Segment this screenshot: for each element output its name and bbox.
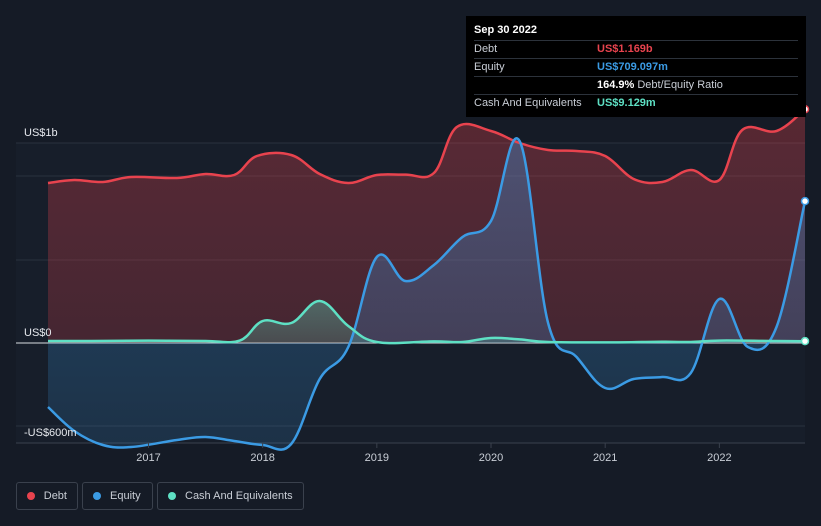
data-tooltip: Sep 30 2022 Debt US$1.169b Equity US$709…: [466, 16, 806, 117]
y-tick-label: US$1b: [24, 127, 58, 139]
tooltip-equity-value: US$709.097m: [597, 61, 668, 73]
y-tick-label: -US$600m: [24, 427, 77, 439]
tooltip-debt-value: US$1.169b: [597, 43, 653, 55]
legend-label-cash: Cash And Equivalents: [185, 490, 293, 502]
line-cash-and-equivalents: [47, 299, 806, 345]
x-tick-label: 2019: [365, 452, 389, 464]
tooltip-debt-label: Debt: [474, 43, 498, 55]
legend-dot-debt-icon: [27, 492, 35, 500]
y-tick-label: US$0: [24, 327, 52, 339]
tooltip-equity-label: Equity: [474, 61, 505, 73]
tooltip-date: Sep 30 2022: [474, 24, 537, 36]
legend-dot-equity-icon: [93, 492, 101, 500]
tooltip-row-debt: Debt US$1.169b: [474, 40, 798, 58]
legend-label-debt: Debt: [43, 490, 67, 502]
tooltip-ratio-label: [474, 77, 597, 94]
x-tick-label: 2022: [707, 452, 731, 464]
tooltip-row-ratio: 164.9% Debt/Equity Ratio: [474, 76, 798, 94]
legend-item-cash[interactable]: Cash And Equivalents: [157, 482, 304, 510]
tooltip-ratio-suffix: Debt/Equity Ratio: [637, 79, 723, 91]
legend-dot-cash-icon: [168, 492, 176, 500]
end-marker-cash-and-equivalents: [800, 336, 810, 346]
legend-item-equity[interactable]: Equity: [82, 482, 153, 510]
end-marker-equity: [800, 196, 810, 206]
area-equity: [48, 138, 805, 450]
x-tick-label: 2021: [593, 452, 617, 464]
tooltip-cash-value: US$9.129m: [597, 97, 656, 109]
tooltip-row-equity: Equity US$709.097m: [474, 58, 798, 76]
legend-item-debt[interactable]: Debt: [16, 482, 78, 510]
area-debt: [48, 109, 805, 343]
chart-areas: [48, 109, 805, 450]
x-axis-labels: 2017 2018 2019 2020 2021 2022: [136, 443, 732, 464]
line-debt: [47, 108, 806, 185]
legend-label-equity: Equity: [110, 490, 141, 502]
line-equity: [47, 137, 807, 451]
y-axis-labels: US$1b US$0 -US$600m: [24, 127, 77, 439]
tooltip-cash-label: Cash And Equivalents: [474, 97, 582, 109]
x-tick-label: 2020: [479, 452, 503, 464]
x-tick-label: 2017: [136, 452, 160, 464]
x-tick-label: 2018: [250, 452, 274, 464]
chart-lines: [47, 108, 807, 451]
tooltip-row-cash: Cash And Equivalents US$9.129m: [474, 94, 798, 112]
tooltip-ratio-value: 164.9%: [597, 79, 635, 91]
